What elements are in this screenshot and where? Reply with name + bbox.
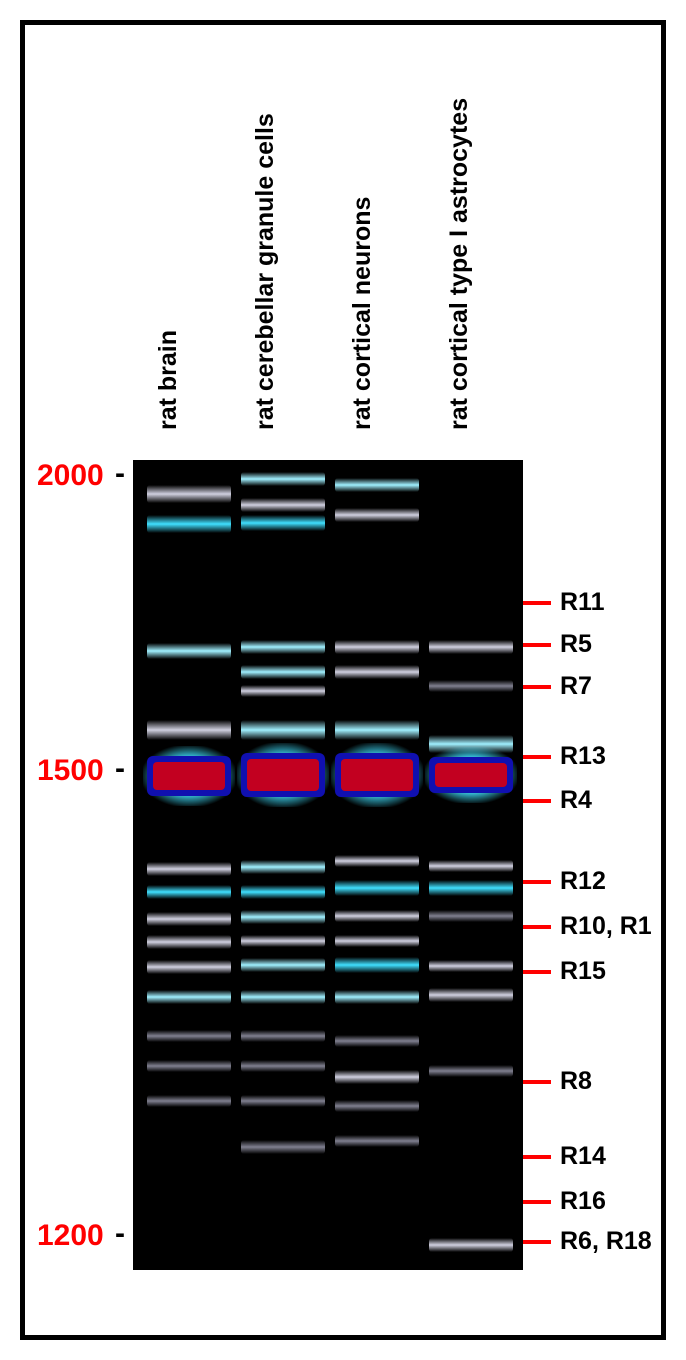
- gel-band-lane2-14: [241, 472, 325, 486]
- right-label-R10R1: R10, R1: [560, 912, 652, 941]
- lane-label-3: rat cortical neurons: [348, 197, 377, 430]
- right-tick-R10R1: [523, 925, 551, 929]
- gel-band-lane3-45: [335, 1070, 419, 1084]
- gel-band-lane2-25: [241, 935, 325, 947]
- right-label-R13: R13: [560, 742, 606, 771]
- right-label-R7: R7: [560, 672, 592, 701]
- gel-band-lane1-12: [147, 1060, 231, 1072]
- gel-band-lane2-22: [241, 860, 325, 874]
- gel-band-lane1-8: [147, 935, 231, 949]
- gel-band-lane2-19: [241, 685, 325, 697]
- right-tick-R4: [523, 799, 551, 803]
- right-tick-R12: [523, 880, 551, 884]
- gel-band-lane3-35: [335, 665, 419, 679]
- right-tick-R7: [523, 685, 551, 689]
- gel-band-lane2-24: [241, 910, 325, 924]
- right-label-R4: R4: [560, 786, 592, 815]
- right-tick-R13: [523, 755, 551, 759]
- gel-band-lane3-46: [335, 1100, 419, 1112]
- gel-band-lane3-42: [335, 957, 419, 973]
- gel-band-lane3-43: [335, 990, 419, 1004]
- gel-band-lane1-5: [147, 862, 231, 876]
- gel-band-lane2-26: [241, 958, 325, 972]
- right-label-R12: R12: [560, 867, 606, 896]
- gel-band-lane1-7: [147, 912, 231, 926]
- gel-band-lane2-31: [241, 1140, 325, 1154]
- figure-frame: rat brain rat cerebellar granule cells rat…: [20, 20, 666, 1340]
- left-marker-dash-2000: -: [115, 457, 125, 491]
- gel-band-lane4-49: [429, 680, 513, 692]
- gel-band-lane2-30: [241, 1095, 325, 1107]
- gel-band-lane3-40: [335, 910, 419, 922]
- gel-band-lane3-33: [335, 508, 419, 522]
- gel-band-lane2-16: [241, 515, 325, 531]
- gel-band-core-lane3-37: [341, 759, 413, 791]
- gel-band-core-lane1-4: [153, 762, 225, 790]
- right-label-R6R18: R6, R18: [560, 1227, 652, 1256]
- left-marker-1500: 1500: [37, 754, 104, 788]
- right-label-R16: R16: [560, 1187, 606, 1216]
- gel-band-lane4-56: [429, 988, 513, 1002]
- gel-band-lane4-52: [429, 860, 513, 872]
- right-label-R8: R8: [560, 1067, 592, 1096]
- right-label-R11: R11: [560, 588, 604, 617]
- right-tick-R11: [523, 601, 551, 605]
- gel-band-lane3-41: [335, 935, 419, 947]
- gel-band-lane3-32: [335, 478, 419, 492]
- gel-band-lane4-54: [429, 910, 513, 922]
- gel-band-lane2-17: [241, 640, 325, 654]
- gel-band-lane2-20: [241, 720, 325, 740]
- gel-band-lane1-11: [147, 1030, 231, 1042]
- lane-label-1: rat brain: [154, 330, 183, 430]
- gel-band-lane3-34: [335, 640, 419, 654]
- right-tick-R15: [523, 970, 551, 974]
- lane-label-4: rat cortical type I astrocytes: [445, 98, 474, 430]
- gel-band-lane4-58: [429, 1238, 513, 1252]
- right-tick-R8: [523, 1080, 551, 1084]
- gel-band-lane1-10: [147, 990, 231, 1004]
- gel-band-lane4-53: [429, 880, 513, 896]
- right-label-R5: R5: [560, 630, 592, 659]
- gel-band-lane2-27: [241, 990, 325, 1004]
- gel-band-lane2-29: [241, 1060, 325, 1072]
- gel-band-lane4-55: [429, 960, 513, 972]
- gel-band-lane4-57: [429, 1065, 513, 1077]
- right-tick-R6R18: [523, 1240, 551, 1244]
- gel-band-lane1-13: [147, 1095, 231, 1107]
- gel-band-lane1-0: [147, 485, 231, 503]
- gel-band-core-lane2-21: [247, 759, 319, 791]
- right-tick-R14: [523, 1155, 551, 1159]
- right-tick-R5: [523, 643, 551, 647]
- gel-band-lane3-36: [335, 720, 419, 740]
- left-marker-2000: 2000: [37, 459, 104, 493]
- gel-band-lane2-18: [241, 665, 325, 679]
- gel-band-lane1-1: [147, 515, 231, 533]
- right-label-R15: R15: [560, 957, 606, 986]
- gel-band-lane4-48: [429, 640, 513, 654]
- gel-band-lane2-15: [241, 498, 325, 512]
- left-marker-dash-1200: -: [115, 1217, 125, 1251]
- gel-band-lane3-38: [335, 855, 419, 867]
- right-label-R14: R14: [560, 1142, 606, 1171]
- gel-band-lane2-23: [241, 885, 325, 899]
- gel-band-lane3-39: [335, 880, 419, 896]
- gel-band-lane1-3: [147, 720, 231, 740]
- gel-band-lane1-9: [147, 960, 231, 974]
- lane-label-2: rat cerebellar granule cells: [251, 113, 280, 430]
- right-tick-R16: [523, 1200, 551, 1204]
- gel-band-lane1-2: [147, 643, 231, 659]
- left-marker-1200: 1200: [37, 1219, 104, 1253]
- gel-band-lane2-28: [241, 1030, 325, 1042]
- gel-band-core-lane4-51: [435, 763, 507, 787]
- gel-image: [133, 460, 523, 1270]
- gel-band-lane3-47: [335, 1135, 419, 1147]
- gel-band-lane3-44: [335, 1035, 419, 1047]
- gel-band-lane1-6: [147, 885, 231, 899]
- left-marker-dash-1500: -: [115, 752, 125, 786]
